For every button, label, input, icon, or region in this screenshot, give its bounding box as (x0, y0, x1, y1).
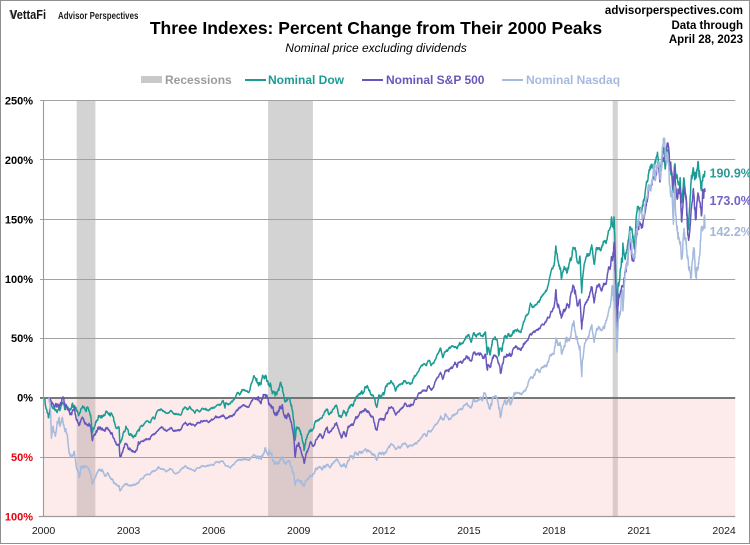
svg-text:100%: 100% (5, 512, 33, 524)
svg-text:100%: 100% (5, 274, 33, 286)
svg-text:250%: 250% (5, 95, 33, 107)
svg-text:2015: 2015 (457, 525, 481, 537)
svg-text:2009: 2009 (287, 525, 311, 537)
svg-text:2021: 2021 (627, 525, 651, 537)
svg-text:150%: 150% (5, 214, 33, 226)
svg-text:50%: 50% (11, 333, 33, 345)
svg-text:2003: 2003 (117, 525, 141, 537)
svg-text:173.0%: 173.0% (710, 194, 750, 208)
svg-text:190.9%: 190.9% (710, 167, 750, 181)
svg-text:200%: 200% (5, 155, 33, 167)
svg-text:50%: 50% (11, 452, 33, 464)
svg-text:142.2%: 142.2% (710, 225, 750, 239)
svg-text:2000: 2000 (32, 525, 56, 537)
svg-text:0%: 0% (17, 393, 33, 405)
svg-text:2006: 2006 (202, 525, 226, 537)
svg-text:2018: 2018 (542, 525, 566, 537)
svg-text:2024: 2024 (712, 525, 736, 537)
svg-text:2012: 2012 (372, 525, 396, 537)
